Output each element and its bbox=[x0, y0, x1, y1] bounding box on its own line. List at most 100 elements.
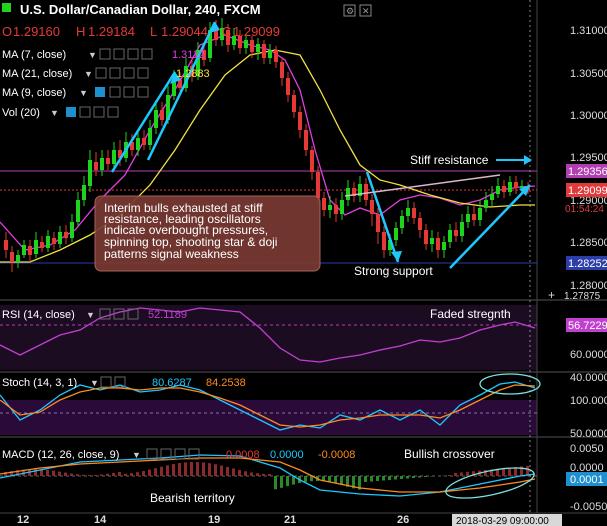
macd-label[interactable]: MACD (12, 26, close, 9) bbox=[2, 449, 119, 461]
stoch-settings-icon[interactable] bbox=[114, 376, 126, 388]
candle[interactable] bbox=[268, 44, 272, 64]
candle[interactable] bbox=[94, 152, 98, 176]
candle[interactable] bbox=[64, 225, 68, 244]
vol-dropdown-icon[interactable]: ▼ bbox=[50, 108, 59, 118]
candle[interactable] bbox=[454, 222, 458, 242]
time-axis[interactable]: 12 14 19 21 26 2018-03-29 09:00:00 bbox=[17, 514, 562, 526]
candle[interactable] bbox=[358, 176, 362, 202]
candle[interactable] bbox=[136, 130, 140, 156]
candle[interactable] bbox=[418, 212, 422, 238]
candle[interactable] bbox=[40, 236, 44, 252]
vol-settings-icon[interactable] bbox=[79, 106, 91, 118]
candle[interactable] bbox=[370, 194, 374, 226]
macd-more-icon[interactable] bbox=[188, 448, 200, 460]
ma7-line[interactable] bbox=[0, 34, 536, 251]
candle[interactable] bbox=[346, 180, 350, 206]
candle[interactable] bbox=[400, 210, 404, 234]
candle[interactable] bbox=[448, 224, 452, 248]
candle[interactable] bbox=[502, 180, 506, 198]
ma21-label[interactable]: MA (21, close) bbox=[2, 68, 72, 80]
rsi-line[interactable] bbox=[0, 307, 536, 363]
candle[interactable] bbox=[58, 226, 62, 248]
indicator-row-ma21[interactable]: MA (21, close) ▼ 1.2883 bbox=[2, 67, 210, 80]
candle[interactable] bbox=[466, 206, 470, 228]
settings-gear-icon[interactable] bbox=[343, 4, 356, 17]
ma7-visibility-icon[interactable] bbox=[99, 48, 111, 60]
candle[interactable] bbox=[130, 134, 134, 156]
candle[interactable] bbox=[382, 226, 386, 258]
ma7-dropdown-icon[interactable]: ▼ bbox=[88, 50, 97, 60]
candle[interactable] bbox=[196, 42, 200, 80]
candle[interactable] bbox=[238, 30, 242, 54]
add-scale-icon[interactable]: + bbox=[548, 288, 555, 302]
ma7-remove-icon[interactable] bbox=[127, 48, 139, 60]
stoch-k-line[interactable] bbox=[0, 381, 536, 431]
candle[interactable] bbox=[250, 36, 254, 58]
macd-dropdown-icon[interactable]: ▼ bbox=[132, 450, 141, 460]
ma9-remove-icon[interactable] bbox=[123, 86, 135, 98]
candle[interactable] bbox=[442, 236, 446, 258]
candle[interactable] bbox=[340, 192, 344, 220]
candle[interactable] bbox=[4, 232, 8, 258]
macd-signal-line[interactable] bbox=[0, 457, 536, 493]
ma21-settings-icon[interactable] bbox=[109, 67, 121, 79]
candle[interactable] bbox=[178, 72, 182, 94]
close-series-icon[interactable] bbox=[359, 4, 372, 17]
macd-settings-icon[interactable] bbox=[160, 448, 172, 460]
rsi-settings-icon[interactable] bbox=[113, 308, 125, 320]
vol-label[interactable]: Vol (20) bbox=[2, 107, 40, 119]
candle[interactable] bbox=[376, 208, 380, 244]
candle[interactable] bbox=[430, 230, 434, 252]
candle[interactable] bbox=[208, 22, 212, 62]
candle[interactable] bbox=[484, 192, 488, 212]
candle[interactable] bbox=[460, 214, 464, 242]
candle[interactable] bbox=[100, 150, 104, 176]
candle[interactable] bbox=[46, 230, 50, 252]
vol-remove-icon[interactable] bbox=[93, 106, 105, 118]
candle[interactable] bbox=[232, 28, 236, 50]
candle[interactable] bbox=[496, 178, 500, 198]
candle[interactable] bbox=[22, 240, 26, 258]
candle[interactable] bbox=[490, 186, 494, 206]
stoch-visibility-icon[interactable] bbox=[100, 376, 112, 388]
ma7-more-icon[interactable] bbox=[141, 48, 153, 60]
price-axis[interactable]: 1.31000 1.30500 1.30000 1.29500 1.29000 … bbox=[548, 25, 607, 302]
candle[interactable] bbox=[334, 198, 338, 222]
candle[interactable] bbox=[298, 106, 302, 138]
candle[interactable] bbox=[274, 46, 278, 68]
ma7-label[interactable]: MA (7, close) bbox=[2, 49, 66, 61]
candle[interactable] bbox=[256, 38, 260, 60]
ma9-label[interactable]: MA (9, close) bbox=[2, 87, 66, 99]
candle[interactable] bbox=[394, 222, 398, 246]
candle[interactable] bbox=[514, 176, 518, 194]
candle[interactable] bbox=[82, 176, 86, 206]
chart-title[interactable]: U.S. Dollar/Canadian Dollar, 240, FXCM bbox=[20, 2, 261, 17]
ma9-visibility-icon[interactable] bbox=[95, 87, 105, 97]
candle[interactable] bbox=[412, 202, 416, 224]
vol-visibility-icon[interactable] bbox=[66, 107, 76, 117]
candle[interactable] bbox=[70, 214, 74, 242]
ma7-settings-icon[interactable] bbox=[113, 48, 125, 60]
candle[interactable] bbox=[322, 192, 326, 216]
candle[interactable] bbox=[304, 124, 308, 156]
candle[interactable] bbox=[10, 246, 14, 272]
rsi-label[interactable]: RSI (14, close) bbox=[2, 309, 75, 321]
candle[interactable] bbox=[52, 232, 56, 250]
candle[interactable] bbox=[148, 120, 152, 150]
vol-more-icon[interactable] bbox=[107, 106, 119, 118]
candle[interactable] bbox=[406, 200, 410, 222]
candle[interactable] bbox=[226, 24, 230, 52]
candle[interactable] bbox=[424, 224, 428, 250]
candle[interactable] bbox=[280, 58, 284, 86]
stoch-d-line[interactable] bbox=[0, 384, 536, 428]
rsi-remove-icon[interactable] bbox=[127, 308, 139, 320]
candle[interactable] bbox=[478, 200, 482, 226]
candle[interactable] bbox=[154, 100, 158, 134]
macd-visibility-icon[interactable] bbox=[146, 448, 158, 460]
candle[interactable] bbox=[436, 232, 440, 258]
candle[interactable] bbox=[28, 240, 32, 262]
candlestick-series[interactable] bbox=[4, 18, 530, 272]
rsi-dropdown-icon[interactable]: ▼ bbox=[86, 310, 95, 320]
candle[interactable] bbox=[106, 150, 110, 170]
